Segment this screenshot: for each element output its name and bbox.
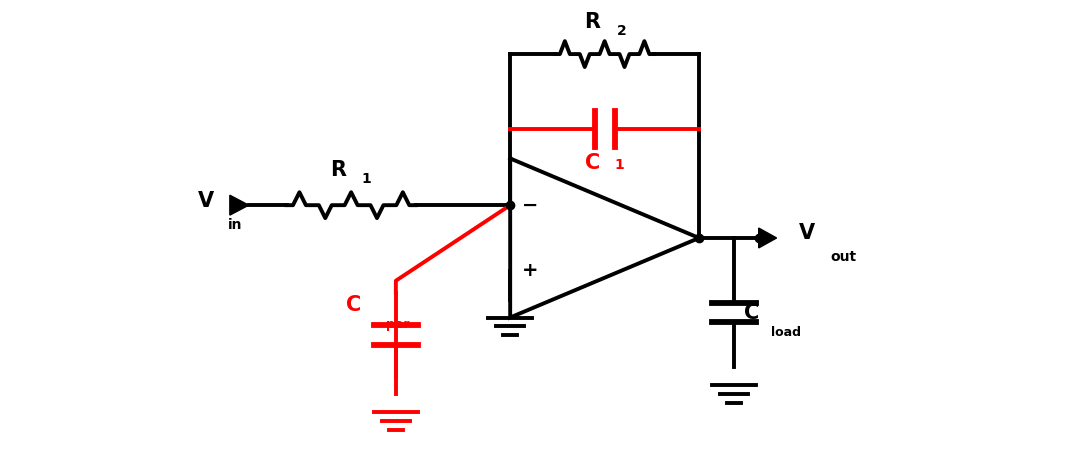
Text: 1: 1	[361, 172, 370, 186]
Text: load: load	[771, 327, 800, 339]
Text: V: V	[798, 223, 814, 243]
Text: in: in	[228, 218, 242, 232]
Polygon shape	[758, 228, 777, 248]
Text: C: C	[346, 294, 361, 314]
Text: C: C	[744, 302, 759, 322]
Polygon shape	[230, 195, 248, 215]
Text: R: R	[330, 161, 347, 180]
Text: C: C	[585, 154, 600, 174]
Text: par: par	[386, 317, 409, 330]
Text: +: +	[522, 261, 538, 280]
Text: −: −	[522, 196, 538, 215]
Text: 1: 1	[615, 159, 624, 172]
Text: R: R	[583, 12, 599, 32]
Text: V: V	[198, 191, 214, 211]
Text: out: out	[831, 250, 856, 264]
Text: 2: 2	[617, 24, 626, 38]
